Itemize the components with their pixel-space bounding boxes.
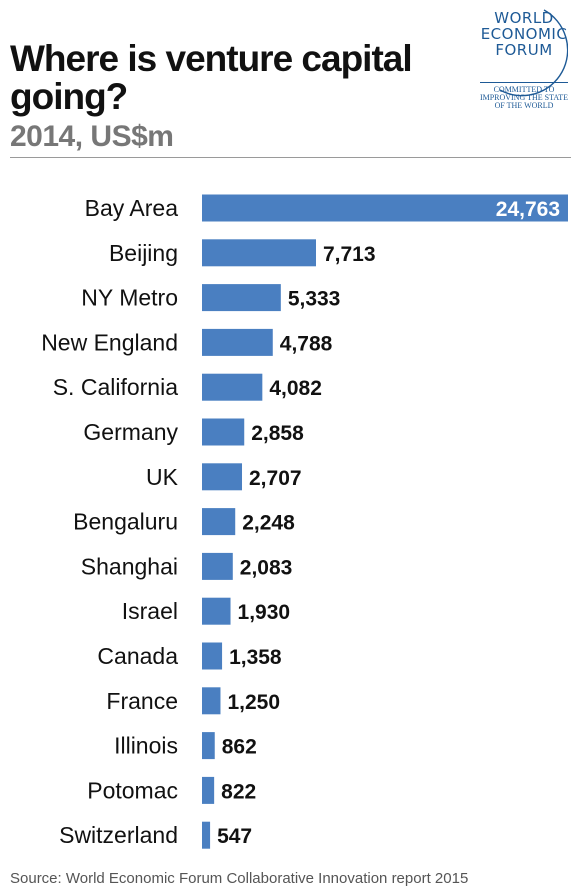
value-label: 1,358 [229, 646, 282, 669]
bar [202, 508, 236, 536]
category-label: Israel [122, 598, 178, 624]
value-label: 2,083 [240, 556, 293, 579]
bar [202, 418, 245, 446]
value-label: 2,858 [251, 422, 304, 445]
bar [202, 463, 243, 491]
category-label: Switzerland [59, 822, 178, 848]
bar [202, 597, 231, 625]
value-label: 547 [217, 825, 252, 848]
source-note: Source: World Economic Forum Collaborati… [10, 870, 469, 887]
value-label: 5,333 [288, 288, 341, 311]
logo-line-1: WORLD [494, 9, 554, 27]
bar-chart: Bay Area 24,763 Beijing 7,713 NY Metro 5,333 N… [41, 194, 568, 849]
bar [202, 821, 211, 849]
value-label: 1,250 [227, 691, 280, 714]
category-label: New England [41, 329, 178, 355]
category-label: Bengaluru [73, 509, 178, 535]
value-label: 7,713 [323, 243, 376, 266]
value-label: 1,930 [238, 601, 291, 624]
bar [202, 328, 273, 356]
logo-tagline-2: IMPROVING THE STATE [479, 93, 569, 102]
category-label: Shanghai [81, 553, 178, 579]
category-label: Beijing [109, 240, 178, 266]
category-label: UK [146, 464, 179, 490]
bar [202, 732, 215, 760]
category-label: Bay Area [85, 195, 179, 221]
logo-tagline-3: OF THE WORLD [494, 101, 554, 110]
bar [202, 552, 233, 580]
logo-tagline-1: COMMITTED TO [493, 85, 555, 94]
chart-title: Where is venture capital going? [10, 38, 413, 117]
bar [202, 284, 281, 312]
value-label: 862 [222, 736, 257, 759]
wef-logo: WORLD ECONOMIC FORUM COMMITTED TO IMPROV… [474, 6, 574, 110]
bar [202, 776, 215, 804]
chart-subtitle: 2014, US$m [10, 120, 174, 153]
value-label: 4,082 [269, 377, 322, 400]
category-label: Illinois [114, 733, 178, 759]
category-label: France [106, 688, 178, 714]
bar [202, 687, 221, 715]
category-label: Germany [83, 419, 178, 445]
category-label: S. California [53, 374, 178, 400]
bar [202, 642, 223, 670]
value-label: 24,763 [496, 198, 560, 221]
logo-line-3: FORUM [495, 41, 553, 59]
category-label: Potomac [87, 777, 178, 803]
value-label: 2,707 [249, 467, 302, 490]
value-label: 2,248 [242, 512, 295, 535]
logo-line-2: ECONOMIC [480, 25, 568, 43]
bar [202, 373, 263, 401]
header-divider [10, 157, 571, 158]
wef-logo-arc-icon [499, 9, 568, 97]
logo-divider [480, 82, 568, 83]
category-label: Canada [97, 643, 178, 669]
value-label: 4,788 [280, 332, 333, 355]
category-label: NY Metro [81, 285, 178, 311]
value-label: 822 [221, 780, 256, 803]
bar [202, 194, 568, 222]
bar [202, 239, 316, 267]
